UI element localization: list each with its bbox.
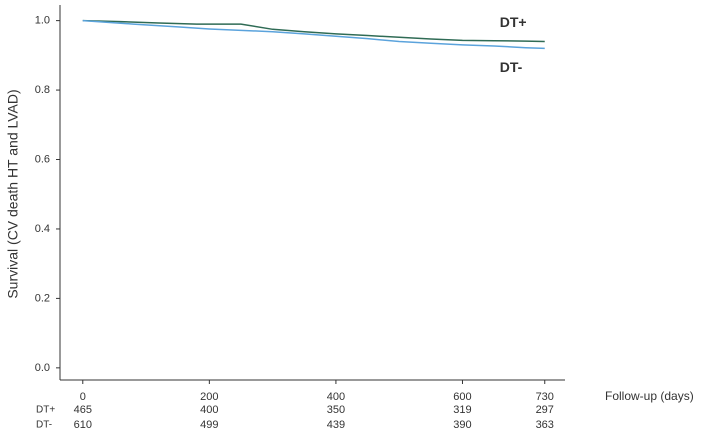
y-tick-label: 0.4 (35, 223, 50, 235)
at-risk-label: DT- (36, 420, 52, 430)
at-risk-value: 319 (453, 404, 471, 416)
y-tick-label: 0.2 (35, 292, 50, 304)
x-tick-label: 400 (327, 391, 345, 403)
y-axis-label: Survival (CV death HT and LVAD) (5, 89, 21, 298)
y-tick-label: 1.0 (35, 15, 50, 27)
at-risk-value: 465 (74, 404, 92, 416)
line-label: DT+ (500, 14, 527, 30)
x-tick-label: 0 (80, 391, 86, 403)
y-tick-label: 0.0 (35, 362, 50, 374)
survival-line (82, 19, 545, 43)
at-risk-value: 439 (327, 419, 345, 430)
x-tick-label: 730 (536, 391, 554, 403)
at-risk-value: 400 (200, 404, 218, 416)
y-tick-label: 0.6 (35, 153, 50, 165)
at-risk-value: 363 (536, 419, 554, 430)
line-label: DT- (500, 59, 523, 75)
at-risk-value: 390 (453, 419, 471, 430)
at-risk-value: 297 (536, 404, 554, 416)
x-axis-label: Follow-up (days) (605, 389, 694, 403)
x-tick-label: 600 (453, 391, 471, 403)
x-tick-label: 200 (200, 391, 218, 403)
at-risk-label: DT+ (36, 405, 55, 416)
at-risk-value: 350 (327, 404, 345, 416)
at-risk-value: 499 (200, 419, 218, 430)
at-risk-value: 610 (74, 419, 92, 430)
y-tick-label: 0.8 (35, 84, 50, 96)
survival-line (82, 19, 545, 50)
